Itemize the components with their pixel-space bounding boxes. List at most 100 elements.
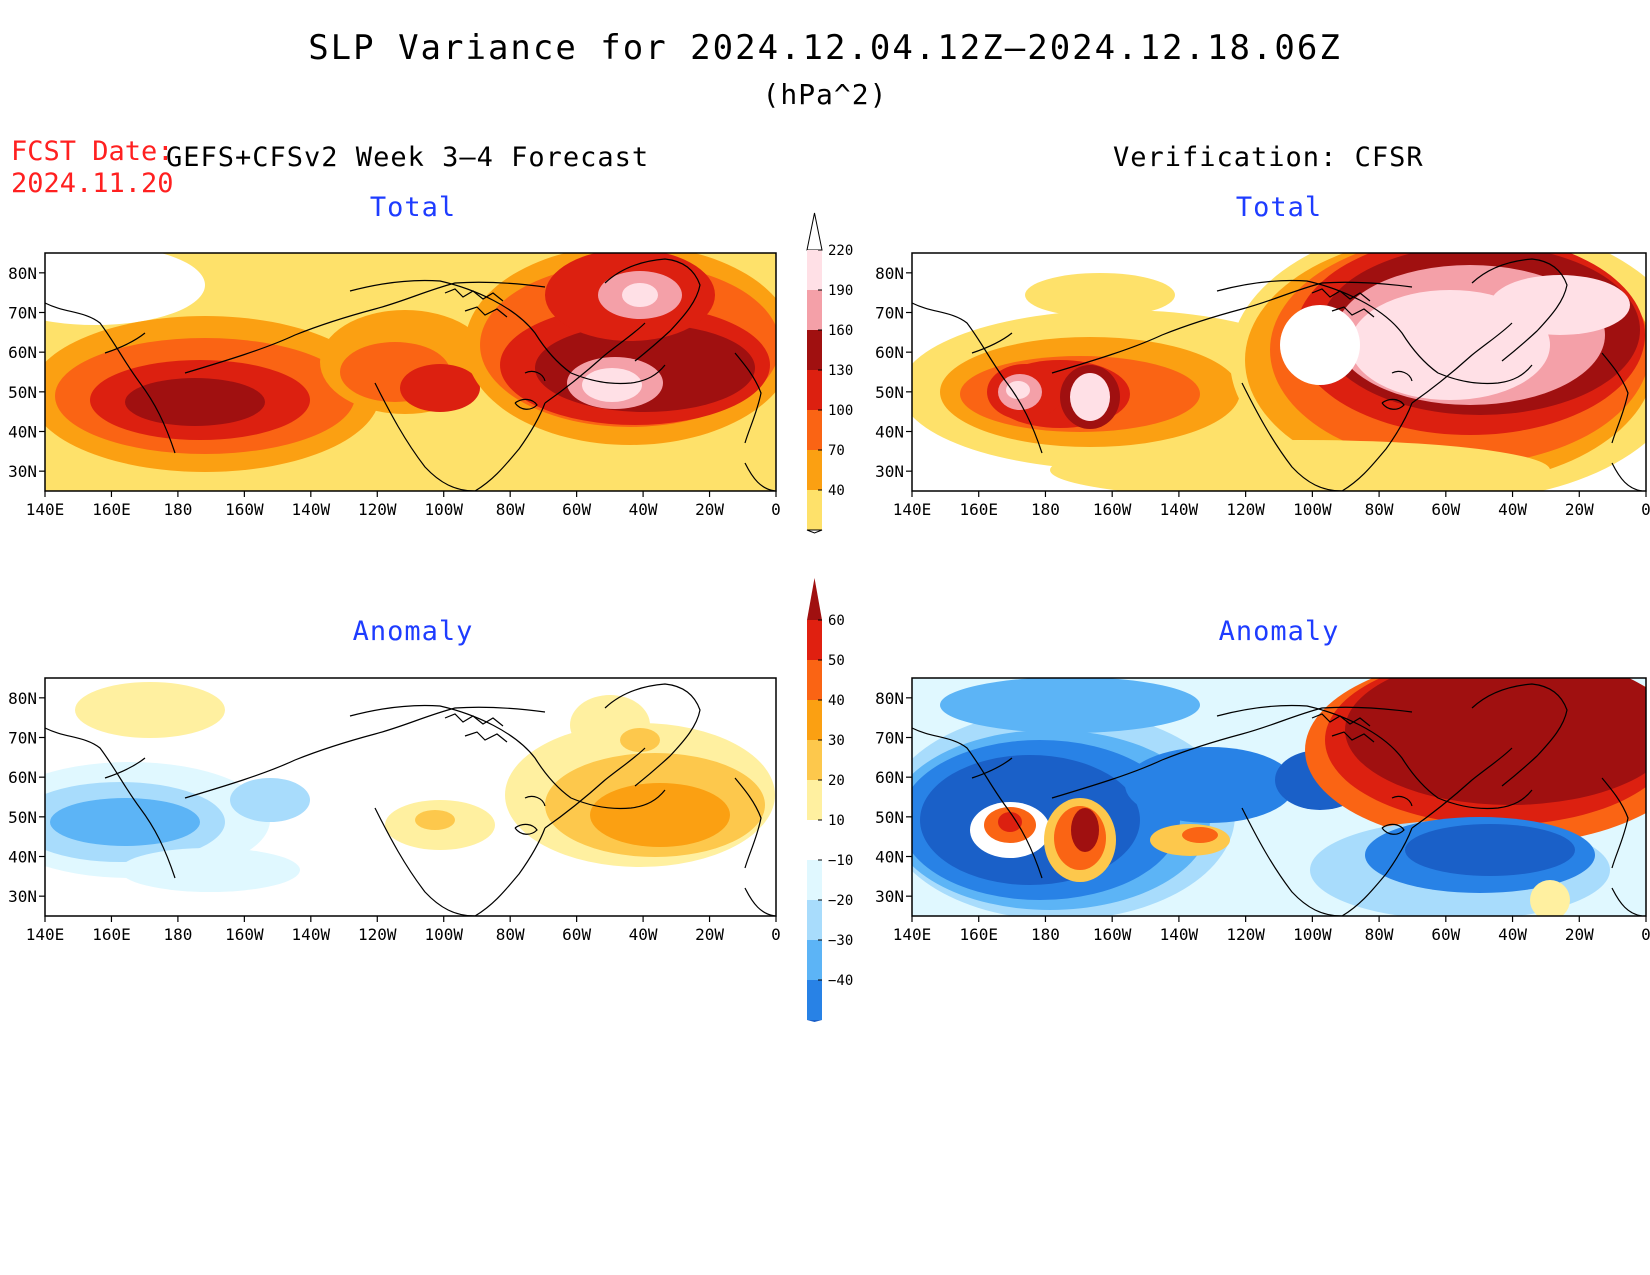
colorbar-bottom-arrow [807, 1020, 822, 1022]
fcst-total-lon-labels: 140E 160E 180 160W 140W 120W 100W 80W 60W 40W 20W 0 [26, 491, 781, 519]
lon-label: 80W [496, 500, 525, 519]
lon-label: 140W [292, 500, 331, 519]
lon-label: 20W [1565, 925, 1594, 944]
colorbar-label: −40 [828, 973, 853, 989]
lat-label: 80N [875, 264, 904, 283]
lat-label: 40N [8, 423, 37, 442]
lon-label: 140W [1160, 925, 1199, 944]
units-label: (hPa^2) [762, 78, 888, 111]
lon-label: 160E [959, 500, 998, 519]
colorbar-segment [807, 330, 822, 370]
lat-label: 30N [8, 462, 37, 481]
lat-label: 60N [8, 343, 37, 362]
colorbar-top-arrow [806, 212, 823, 251]
lat-label: 70N [8, 304, 37, 323]
lon-label: 160W [1093, 500, 1132, 519]
lon-label: 60W [1431, 500, 1460, 519]
colorbar-segment [807, 370, 822, 410]
lon-label: 160W [225, 500, 264, 519]
lat-label: 70N [875, 304, 904, 323]
lon-label: 160E [92, 500, 131, 519]
lat-label: 70N [8, 729, 37, 748]
lat-label: 60N [8, 768, 37, 787]
colorbar-label: 70 [828, 443, 845, 459]
lon-label: 160E [92, 925, 131, 944]
lon-label: 140W [1160, 500, 1199, 519]
lon-label: 40W [629, 925, 658, 944]
colorbar-label: 10 [828, 813, 845, 829]
colorbar-segment [807, 490, 822, 530]
colorbar-segment [807, 250, 822, 290]
lat-label: 30N [875, 887, 904, 906]
lat-label: 40N [875, 423, 904, 442]
colorbar-segment [807, 700, 822, 740]
lon-label: 0 [1641, 500, 1650, 519]
lat-label: 50N [875, 383, 904, 402]
colorbar-segment [807, 450, 822, 490]
lon-label: 60W [1431, 925, 1460, 944]
colorbar-segment [807, 290, 822, 330]
lat-label: 50N [8, 383, 37, 402]
lon-label: 60W [562, 925, 591, 944]
lat-label: 50N [8, 808, 37, 827]
colorbar-segment [807, 410, 822, 450]
lat-label: 60N [875, 343, 904, 362]
lon-label: 40W [1498, 500, 1527, 519]
colorbar-segment [807, 780, 822, 820]
verif-anomaly-lat-labels: 80N 70N 60N 50N 40N 30N [875, 689, 912, 906]
fcst-anomaly-lon-labels: 140E 160E 180 160W 140W 120W 100W 80W 60W 40W 20W 0 [26, 916, 781, 944]
lon-label: 140E [893, 925, 932, 944]
colorbar-segment [807, 860, 822, 900]
lon-label: 20W [695, 925, 724, 944]
verif-total-lat-labels: 80N 70N 60N 50N 40N 30N [875, 264, 912, 481]
lon-label: 140E [893, 500, 932, 519]
fcst-date-value: 2024.11.20 [11, 168, 174, 199]
colorbar-label: 130 [828, 363, 853, 379]
lat-label: 40N [8, 848, 37, 867]
colorbar-label: 20 [828, 773, 845, 789]
fcst-anomaly-map [44, 677, 777, 917]
total-colorbar: 220 190 160 130 100 70 40 [806, 212, 853, 534]
lon-label: 40W [629, 500, 658, 519]
colorbar-label: 40 [828, 693, 845, 709]
fcst-total-title: Total [369, 192, 457, 223]
colorbar-segment [807, 620, 822, 660]
fcst-total-map [44, 252, 777, 492]
colorbar-label: 220 [828, 243, 853, 259]
lat-label: 30N [8, 887, 37, 906]
colorbar-label: −30 [828, 933, 853, 949]
lon-label: 180 [1031, 925, 1060, 944]
colorbar-segment [807, 660, 822, 700]
colorbar-segment [807, 900, 822, 940]
lon-label: 140W [292, 925, 331, 944]
lon-label: 100W [424, 925, 463, 944]
colorbar-segment [807, 980, 822, 1020]
lon-label: 40W [1498, 925, 1527, 944]
colorbar-label: −20 [828, 893, 853, 909]
verification-heading: Verification: CFSR [1113, 142, 1424, 173]
lon-label: 20W [1565, 500, 1594, 519]
fcst-date-label: FCST Date: [11, 136, 174, 167]
lon-label: 140E [26, 500, 65, 519]
lon-label: 180 [1031, 500, 1060, 519]
colorbar-label: 190 [828, 283, 853, 299]
lon-label: 100W [424, 500, 463, 519]
lon-label: 20W [695, 500, 724, 519]
lat-label: 50N [875, 808, 904, 827]
lon-label: 160E [959, 925, 998, 944]
verif-anomaly-title: Anomaly [1218, 616, 1340, 647]
verif-anomaly-lon-labels: 140E 160E 180 160W 140W 120W 100W 80W 60W 40W 20W 0 [893, 916, 1650, 944]
lat-label: 30N [875, 462, 904, 481]
colorbar-label: 40 [828, 483, 845, 499]
colorbar-label: 30 [828, 733, 845, 749]
fcst-total-lat-labels: 80N 70N 60N 50N 40N 30N [8, 264, 45, 481]
lat-label: 80N [875, 689, 904, 708]
colorbar-segment [807, 740, 822, 780]
lon-label: 60W [562, 500, 591, 519]
lon-label: 180 [163, 500, 192, 519]
lon-label: 140E [26, 925, 65, 944]
lat-label: 40N [875, 848, 904, 867]
colorbar-label: −10 [828, 853, 853, 869]
colorbar-segment [807, 940, 822, 980]
